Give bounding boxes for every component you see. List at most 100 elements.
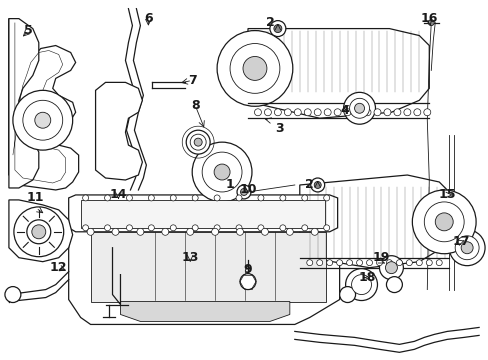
Circle shape — [333, 109, 341, 116]
Circle shape — [376, 260, 382, 266]
Circle shape — [314, 109, 321, 116]
Circle shape — [211, 228, 218, 235]
Polygon shape — [299, 175, 448, 268]
Polygon shape — [68, 195, 337, 232]
Circle shape — [426, 260, 431, 266]
Circle shape — [393, 109, 400, 116]
Circle shape — [385, 262, 397, 274]
Polygon shape — [247, 28, 428, 118]
Circle shape — [194, 138, 202, 146]
Circle shape — [344, 109, 350, 116]
FancyBboxPatch shape — [90, 232, 325, 302]
Polygon shape — [95, 82, 142, 180]
Circle shape — [264, 109, 271, 116]
Circle shape — [379, 256, 403, 280]
Circle shape — [356, 260, 362, 266]
Circle shape — [343, 92, 375, 124]
Circle shape — [454, 236, 478, 260]
Polygon shape — [9, 19, 39, 188]
FancyBboxPatch shape — [81, 200, 324, 228]
Circle shape — [273, 24, 281, 32]
Circle shape — [403, 109, 410, 116]
Circle shape — [301, 195, 307, 201]
Circle shape — [240, 189, 247, 195]
Circle shape — [13, 90, 73, 150]
Circle shape — [162, 228, 168, 235]
Circle shape — [326, 260, 332, 266]
Circle shape — [236, 228, 243, 235]
Circle shape — [274, 109, 281, 116]
Circle shape — [424, 202, 463, 242]
Circle shape — [336, 260, 342, 266]
Text: 6: 6 — [144, 12, 152, 25]
Polygon shape — [120, 302, 289, 321]
Circle shape — [27, 220, 51, 244]
Circle shape — [82, 195, 88, 201]
Circle shape — [126, 225, 132, 231]
Circle shape — [415, 260, 422, 266]
Circle shape — [310, 228, 318, 235]
Circle shape — [294, 109, 301, 116]
Circle shape — [427, 20, 433, 26]
Circle shape — [386, 276, 402, 293]
Circle shape — [258, 225, 264, 231]
Circle shape — [229, 44, 279, 93]
Circle shape — [258, 195, 264, 201]
Circle shape — [148, 195, 154, 201]
Circle shape — [32, 225, 46, 239]
Circle shape — [192, 195, 198, 201]
Circle shape — [35, 112, 51, 128]
Circle shape — [363, 109, 370, 116]
Circle shape — [240, 274, 255, 289]
Text: 1: 1 — [225, 179, 234, 192]
Text: 17: 17 — [451, 235, 469, 248]
Circle shape — [279, 195, 285, 201]
Text: 18: 18 — [358, 271, 375, 284]
Circle shape — [323, 225, 329, 231]
Circle shape — [383, 109, 390, 116]
Circle shape — [314, 181, 321, 189]
Circle shape — [324, 109, 330, 116]
Text: 11: 11 — [27, 192, 44, 204]
Text: 12: 12 — [50, 261, 67, 274]
Circle shape — [23, 100, 62, 140]
Circle shape — [190, 134, 206, 150]
Circle shape — [353, 109, 360, 116]
Circle shape — [346, 260, 352, 266]
Circle shape — [396, 260, 402, 266]
Polygon shape — [68, 228, 339, 324]
Circle shape — [284, 109, 291, 116]
Circle shape — [148, 225, 154, 231]
Circle shape — [423, 109, 430, 116]
Circle shape — [170, 225, 176, 231]
Circle shape — [214, 225, 220, 231]
Text: 3: 3 — [275, 122, 284, 135]
Text: 15: 15 — [438, 188, 455, 202]
Circle shape — [214, 164, 229, 180]
Text: 14: 14 — [109, 188, 127, 202]
Circle shape — [170, 195, 176, 201]
Circle shape — [448, 230, 484, 266]
Circle shape — [261, 228, 268, 235]
Circle shape — [192, 142, 251, 202]
Circle shape — [373, 109, 380, 116]
Circle shape — [214, 195, 220, 201]
Text: 19: 19 — [372, 251, 389, 264]
Polygon shape — [9, 200, 73, 262]
Circle shape — [104, 225, 110, 231]
Circle shape — [192, 225, 198, 231]
Circle shape — [349, 98, 369, 118]
Circle shape — [269, 21, 285, 37]
Text: 2: 2 — [265, 16, 274, 29]
Circle shape — [236, 195, 242, 201]
Circle shape — [236, 225, 242, 231]
Circle shape — [386, 260, 392, 266]
Circle shape — [460, 242, 472, 254]
Polygon shape — [9, 19, 79, 190]
Circle shape — [435, 260, 441, 266]
Circle shape — [434, 213, 452, 231]
Circle shape — [5, 287, 21, 302]
Circle shape — [112, 228, 119, 235]
Circle shape — [237, 185, 250, 199]
Circle shape — [279, 225, 285, 231]
